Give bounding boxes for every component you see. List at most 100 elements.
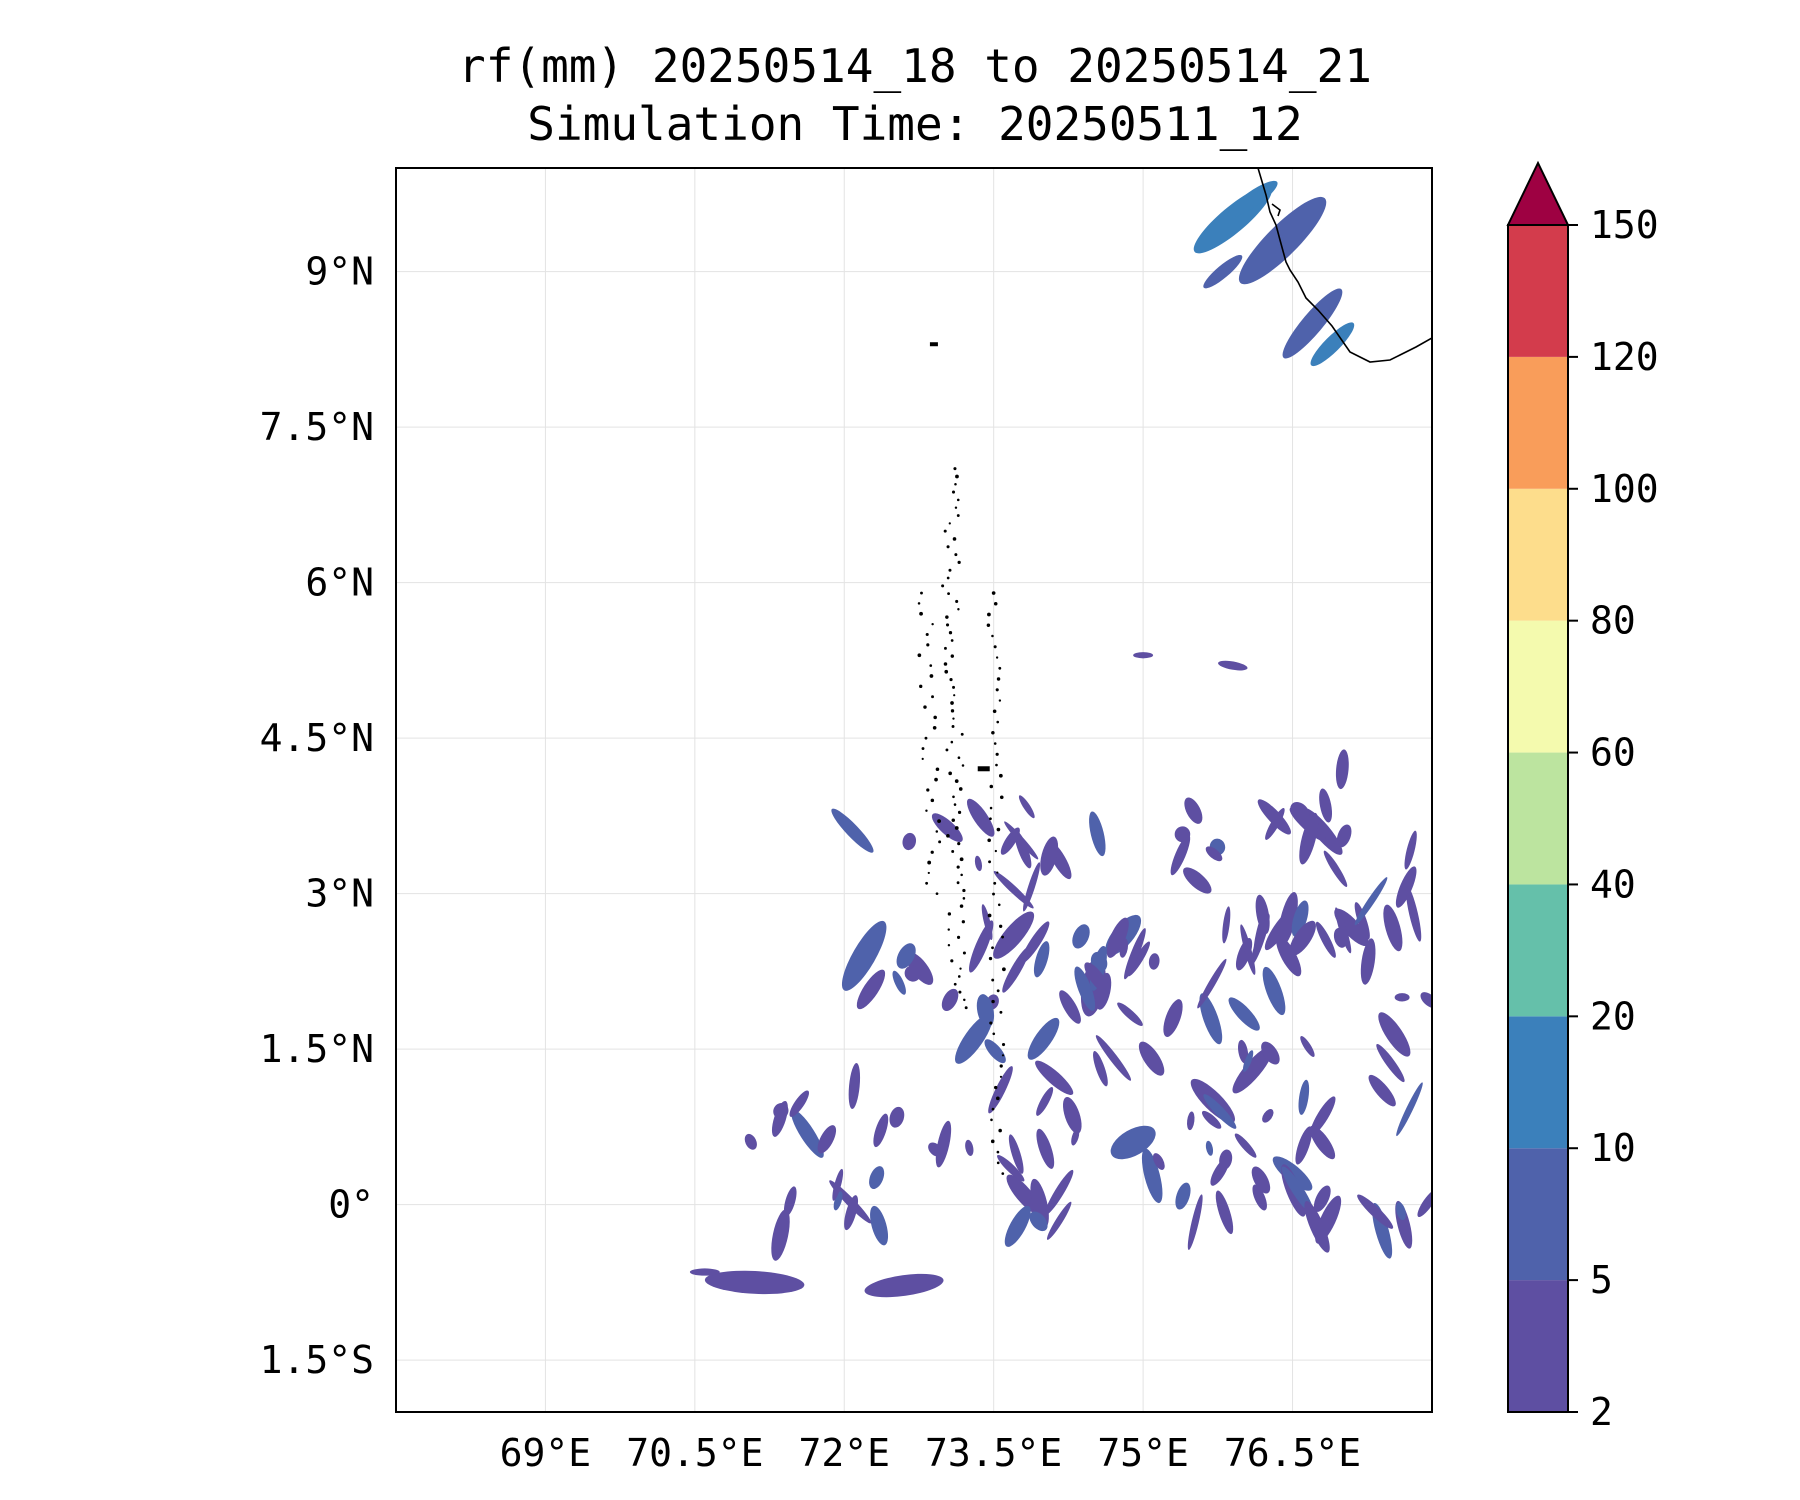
atoll-island [945,748,949,752]
rain-cell [1252,1184,1267,1211]
rain-cell [1044,1169,1074,1216]
rain-cell [1062,1096,1082,1134]
atoll-island [947,592,950,596]
rain-cell [848,1063,861,1110]
rain-cell [928,1142,943,1157]
atoll-island [992,1032,996,1036]
atoll-island [960,732,964,736]
lat-tick-label: 6°N [305,561,374,605]
atoll-island [989,784,994,789]
atoll-island [993,645,997,649]
rain-cell [1234,1133,1257,1158]
rain-cell [1251,1166,1271,1194]
atoll-island [927,871,930,875]
rain-cell [904,965,921,982]
atoll-island [998,773,1003,778]
atoll-island [931,622,934,626]
atoll-island [950,701,954,705]
atoll-island [953,694,956,697]
atoll-island [925,809,928,812]
atoll-island [957,560,961,565]
atoll-island [1001,1172,1005,1175]
rain-cell [1030,1178,1049,1228]
atoll-island [991,1107,995,1111]
atoll-island [958,990,962,994]
rain-cell [974,855,983,872]
atoll-island [956,881,960,885]
colorbar-segment [1508,356,1568,489]
colorbar: 2 5 10 20 40 60 80 100 120 150 [1506,160,1659,1434]
rain-cell [1117,1002,1143,1026]
rain-cell [771,1100,788,1137]
rain-cell [841,920,887,991]
rain-cell [1395,866,1417,908]
colorbar-segment [1508,1148,1568,1281]
rain-cell [1141,1148,1163,1204]
rain-cell [1282,288,1343,359]
atoll-island [951,490,956,494]
atoll-island [951,724,955,728]
rain-cell [771,1209,790,1261]
atoll-island [945,615,949,619]
atoll-island [930,798,935,803]
atoll-island [991,731,995,735]
rain-cell [1289,920,1316,956]
atoll-island [917,602,921,605]
rain-cell [1006,1174,1041,1215]
rain-cell [993,911,1035,959]
rain-cell [965,1139,974,1156]
atoll-island [917,653,922,658]
rain-cell [1205,1140,1214,1156]
rain-cell [864,1273,944,1298]
colorbar-segment [1508,884,1568,1017]
rain-cell [704,1270,805,1295]
rain-cell [1046,1201,1072,1240]
rain-cell [1199,993,1223,1045]
rain-cell [1089,811,1106,857]
map-title: rf(mm) 20250514_18 to 20250514_21 [458,39,1372,93]
rain-cell [1378,1012,1411,1057]
atoll-island [991,999,995,1004]
atoll-island [950,959,954,963]
atoll-island [999,1075,1003,1078]
atoll-island [924,736,928,740]
atoll-island [986,623,991,628]
atoll-island [954,506,958,509]
rain-cell [1036,1087,1054,1116]
atoll-island [998,699,1002,702]
rain-cell [1376,1043,1405,1083]
atoll-island [990,1139,995,1144]
rain-cell [1242,1050,1254,1072]
lon-tick-label: 72°E [799,1431,891,1475]
rain-cell [1022,862,1041,912]
atoll-island [933,715,937,720]
rain-cell [1106,917,1129,958]
atoll-island [962,888,966,893]
colorbar-tick-label: 2 [1590,1390,1613,1434]
atoll-island [987,612,991,617]
atoll-island [957,608,960,611]
lon-tick-label: 76.5°E [1224,1431,1361,1475]
atoll-island [996,827,1001,832]
rain-cell [1240,924,1256,975]
atoll-island [951,850,955,853]
atoll-island [952,685,956,689]
rain-cell [1124,928,1146,980]
atoll-island [993,881,997,885]
atoll-island [991,634,994,638]
atoll-island [925,881,929,885]
colorbar-tick-label: 150 [1590,203,1659,247]
colorbar-segment [1508,1280,1568,1412]
atoll-island [993,742,997,745]
colorbar-segments [1506,160,1570,1413]
rain-cell [976,994,995,1028]
atoll-island [957,810,962,815]
rain-cell [902,832,917,851]
atoll-island [994,849,997,853]
rain-cell [1368,1074,1396,1107]
rain-cell [892,970,906,995]
atoll-island [950,709,955,713]
islands [917,342,1006,1175]
atoll-island [998,1128,1002,1133]
